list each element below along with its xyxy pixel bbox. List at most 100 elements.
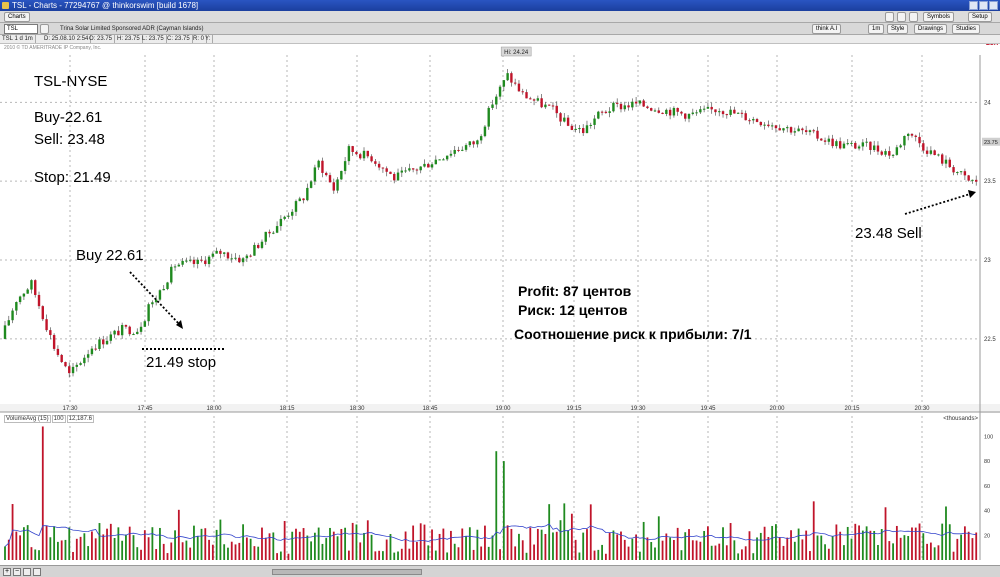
candle-body: [895, 147, 899, 155]
candle-body: [899, 145, 902, 148]
candle-body: [139, 326, 143, 332]
volume-bar: [480, 546, 483, 560]
candle-body: [736, 112, 740, 114]
candle-body: [351, 146, 354, 152]
think-button[interactable]: think A.I: [812, 24, 842, 34]
candle-body: [702, 108, 706, 110]
candle-body: [287, 215, 290, 217]
layout-icon[interactable]: [885, 12, 894, 22]
zoom-in-icon[interactable]: +: [3, 568, 11, 576]
candle-body: [321, 160, 324, 173]
charts-tab[interactable]: Charts: [4, 12, 30, 22]
volume-bar: [132, 535, 135, 560]
pan-icon[interactable]: [23, 568, 31, 576]
zoom-out-icon[interactable]: −: [13, 568, 21, 576]
candle-body: [332, 182, 335, 191]
high-label-box: [500, 46, 532, 57]
dropdown-icon[interactable]: [40, 24, 49, 34]
minimize-icon[interactable]: [969, 1, 978, 10]
candle-body: [45, 319, 48, 331]
candle-body: [744, 113, 747, 121]
volume-bar: [695, 540, 698, 560]
candle-body: [200, 259, 203, 261]
volume-bar: [756, 537, 758, 560]
candle-body: [581, 128, 585, 134]
volume-bar: [502, 461, 505, 560]
candle-body: [631, 101, 634, 108]
volume-bar: [94, 538, 97, 560]
price-chart[interactable]: 17:30 17:45 18:00 18:15 18:30 18:45 19:00 19:15…: [0, 44, 1000, 565]
volume-bar: [911, 527, 913, 560]
volume-bar: [446, 552, 449, 560]
style-button[interactable]: Style: [887, 24, 909, 34]
candle-body: [309, 181, 313, 188]
symbols-button[interactable]: Symbols: [923, 12, 955, 22]
candle-body: [264, 231, 267, 242]
symbol-input[interactable]: TSL: [4, 24, 38, 34]
volume-bar: [211, 544, 214, 560]
candle-body: [113, 330, 116, 335]
time-tick-label: 20:00: [769, 406, 785, 412]
volume-bar: [245, 537, 248, 560]
volume-bar: [846, 526, 849, 560]
candle-body: [272, 232, 275, 234]
chart-scrollbar[interactable]: [272, 569, 422, 575]
candle-body: [294, 201, 298, 212]
candle-body: [71, 366, 75, 374]
candle-body: [468, 141, 472, 146]
volume-bar: [850, 538, 853, 560]
top-toolbar: Charts Symbols Setup: [0, 11, 1000, 23]
volume-bar: [416, 541, 418, 560]
setup-button[interactable]: Setup: [968, 12, 992, 22]
volume-bar: [419, 523, 422, 560]
candle-body: [34, 280, 37, 295]
volume-bar: [578, 552, 581, 560]
volume-bar: [332, 531, 335, 560]
volume-bar: [287, 553, 290, 560]
candle-body: [665, 109, 668, 114]
candle-body: [578, 128, 581, 130]
candle-body: [906, 133, 910, 136]
volume-bar: [604, 553, 607, 560]
volume-bar: [536, 528, 539, 560]
candle-body: [427, 163, 430, 168]
volume-bar: [189, 547, 192, 560]
volume-bar: [98, 523, 101, 560]
volume-bar: [457, 547, 460, 560]
grid-layout-icon[interactable]: [897, 12, 906, 22]
volume-bar: [888, 541, 891, 560]
volume-bar: [53, 526, 56, 560]
volume-bar: [582, 532, 585, 560]
volume-bar: [261, 527, 263, 560]
volume-bar: [200, 528, 203, 560]
time-tick-label: 20:30: [914, 406, 930, 412]
studies-button[interactable]: Studies: [952, 24, 981, 34]
candle-body: [449, 153, 453, 156]
aggregation-button[interactable]: 1m: [868, 24, 885, 34]
volume-bar: [234, 544, 237, 560]
candle-body: [389, 171, 392, 174]
time-tick-label: 18:45: [422, 406, 438, 412]
close-icon[interactable]: [989, 1, 998, 10]
candle-body: [249, 255, 252, 257]
info-low: L: 23.75: [140, 35, 167, 43]
volume-bar: [355, 524, 358, 560]
volume-study-label[interactable]: VolumeAvg (15) 100 12,187.6: [4, 415, 95, 423]
candle-body: [857, 146, 861, 149]
volume-bar: [710, 545, 713, 560]
link-icon[interactable]: [909, 12, 918, 22]
volume-bar: [310, 541, 313, 560]
volume-bar: [967, 531, 970, 560]
volume-bar: [869, 530, 872, 560]
maximize-icon[interactable]: [979, 1, 988, 10]
volume-bar: [521, 540, 524, 560]
candle-body: [559, 113, 562, 122]
info-y: Y:: [203, 35, 214, 43]
candle-body: [914, 135, 917, 137]
time-axis-area: [0, 404, 1000, 413]
drawings-button[interactable]: Drawings: [914, 24, 948, 34]
crosshair-icon[interactable]: [33, 568, 41, 576]
volume-bar: [895, 525, 898, 560]
volume-bar: [321, 543, 324, 560]
candle-body: [634, 101, 638, 104]
